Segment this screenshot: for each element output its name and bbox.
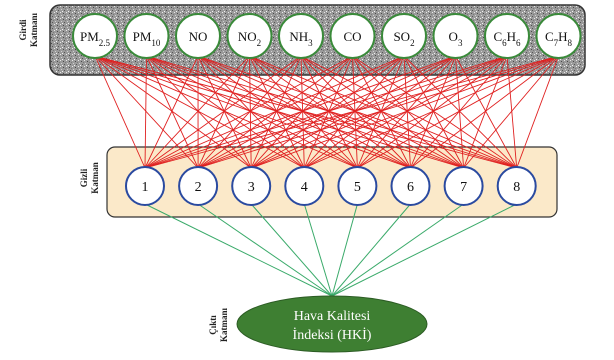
- hidden-node-6: 6: [392, 167, 430, 205]
- hidden-output-edges: [145, 204, 517, 296]
- edge-hidden-5-output: [332, 204, 357, 296]
- input-node-label: CO: [343, 29, 361, 44]
- output-layer-label-line-1: Çıktı: [208, 315, 218, 335]
- input-layer-label-line-2: Katmanı: [29, 13, 39, 48]
- input-node-9: C6H6: [485, 14, 529, 58]
- hidden-node-5: 5: [338, 167, 376, 205]
- input-node-1: PM2.5: [73, 14, 117, 58]
- input-node-10: C7H8: [537, 14, 581, 58]
- hidden-node-4: 4: [285, 167, 323, 205]
- hidden-node-label: 2: [195, 180, 202, 195]
- output-label-line-1: Hava Kalitesi: [294, 309, 371, 324]
- edge-hidden-2-output: [198, 204, 332, 296]
- input-node-4: NO2: [228, 14, 272, 58]
- hidden-node-label: 6: [407, 180, 414, 195]
- hidden-node-label: 5: [354, 180, 361, 195]
- output-node: [237, 296, 427, 352]
- input-node-5: NH3: [279, 14, 323, 58]
- hidden-layer-label-line-2: Katman: [90, 162, 100, 194]
- hidden-node-label: 3: [248, 180, 255, 195]
- hidden-node-label: 1: [142, 180, 149, 195]
- edge-hidden-6-output: [332, 204, 411, 296]
- hidden-node-1: 1: [126, 167, 164, 205]
- hidden-node-2: 2: [179, 167, 217, 205]
- edge-hidden-8-output: [332, 204, 517, 296]
- edge-hidden-1-output: [145, 204, 332, 296]
- input-node-8: O3: [434, 14, 478, 58]
- input-node-label: NO: [189, 29, 208, 44]
- hidden-node-label: 7: [460, 180, 467, 195]
- output-layer-label-line-2: Katmanı: [219, 308, 229, 343]
- hidden-layer-label-line-1: Gizli: [79, 168, 89, 187]
- hidden-node-7: 7: [445, 167, 483, 205]
- edge-hidden-7-output: [332, 204, 464, 296]
- hidden-node-3: 3: [232, 167, 270, 205]
- edge-hidden-4-output: [304, 204, 332, 296]
- input-node-6: CO: [331, 14, 375, 58]
- output-label-line-2: İndeksi (HKİ): [293, 327, 372, 343]
- input-node-2: PM10: [125, 14, 169, 58]
- hidden-node-label: 8: [513, 180, 520, 195]
- edge-hidden-3-output: [251, 204, 332, 296]
- input-node-3: NO: [176, 14, 220, 58]
- hidden-node-label: 4: [301, 180, 308, 195]
- hidden-node-8: 8: [498, 167, 536, 205]
- input-layer-label-line-1: Girdi: [18, 19, 28, 41]
- input-node-7: SO2: [382, 14, 426, 58]
